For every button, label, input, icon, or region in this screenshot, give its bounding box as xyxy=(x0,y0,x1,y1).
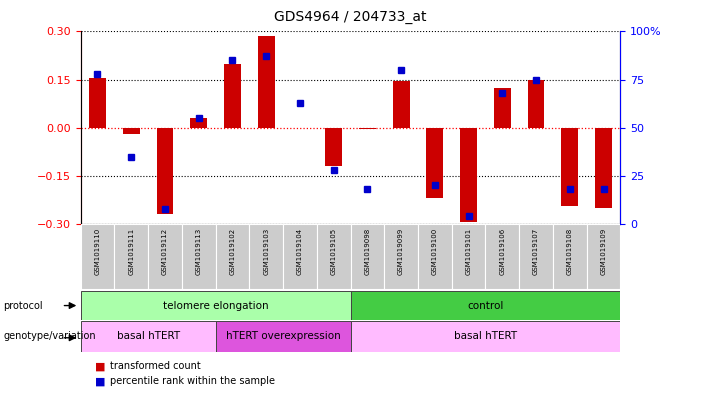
Bar xyxy=(595,128,612,208)
Bar xyxy=(553,224,587,289)
Text: GSM1019098: GSM1019098 xyxy=(365,228,370,275)
Bar xyxy=(216,321,350,352)
Text: hTERT overexpression: hTERT overexpression xyxy=(226,331,341,342)
Bar xyxy=(156,128,173,215)
Bar xyxy=(224,64,241,128)
Text: ■: ■ xyxy=(95,361,105,371)
Text: GSM1019113: GSM1019113 xyxy=(196,228,202,275)
Bar xyxy=(283,224,317,289)
Text: control: control xyxy=(468,301,503,310)
Bar xyxy=(216,224,250,289)
Text: percentile rank within the sample: percentile rank within the sample xyxy=(110,376,275,386)
Text: GSM1019099: GSM1019099 xyxy=(398,228,404,275)
Bar xyxy=(587,224,620,289)
Text: GSM1019107: GSM1019107 xyxy=(533,228,539,275)
Bar xyxy=(325,128,342,166)
Text: GSM1019108: GSM1019108 xyxy=(567,228,573,275)
Text: GDS4964 / 204733_at: GDS4964 / 204733_at xyxy=(274,10,427,24)
Bar xyxy=(562,128,578,206)
Text: GSM1019112: GSM1019112 xyxy=(162,228,168,275)
Text: basal hTERT: basal hTERT xyxy=(454,331,517,342)
Text: GSM1019103: GSM1019103 xyxy=(263,228,269,275)
Text: GSM1019109: GSM1019109 xyxy=(601,228,606,275)
Text: GSM1019100: GSM1019100 xyxy=(432,228,438,275)
Bar xyxy=(350,291,620,320)
Bar xyxy=(123,128,139,134)
Bar xyxy=(384,224,418,289)
Text: transformed count: transformed count xyxy=(110,361,200,371)
Bar xyxy=(393,81,409,128)
Bar xyxy=(317,224,350,289)
Text: basal hTERT: basal hTERT xyxy=(116,331,179,342)
Bar xyxy=(81,291,350,320)
Text: ■: ■ xyxy=(95,376,105,386)
Text: GSM1019101: GSM1019101 xyxy=(465,228,472,275)
Text: GSM1019104: GSM1019104 xyxy=(297,228,303,275)
Bar xyxy=(426,128,443,198)
Bar xyxy=(258,36,275,128)
Bar xyxy=(359,128,376,129)
Text: GSM1019106: GSM1019106 xyxy=(499,228,505,275)
Bar xyxy=(89,78,106,128)
Text: GSM1019102: GSM1019102 xyxy=(229,228,236,275)
Bar xyxy=(485,224,519,289)
Bar xyxy=(528,79,545,128)
Bar xyxy=(190,118,207,128)
Bar xyxy=(451,224,485,289)
Bar xyxy=(418,224,451,289)
Bar xyxy=(460,128,477,222)
Bar xyxy=(114,224,148,289)
Bar xyxy=(494,88,511,128)
Bar xyxy=(148,224,182,289)
Bar xyxy=(81,224,114,289)
Bar xyxy=(250,224,283,289)
Text: GSM1019105: GSM1019105 xyxy=(331,228,336,275)
Bar xyxy=(182,224,216,289)
Text: telomere elongation: telomere elongation xyxy=(163,301,268,310)
Text: protocol: protocol xyxy=(4,301,43,311)
Text: GSM1019111: GSM1019111 xyxy=(128,228,134,275)
Text: GSM1019110: GSM1019110 xyxy=(95,228,100,275)
Bar xyxy=(519,224,553,289)
Bar xyxy=(81,321,216,352)
Bar xyxy=(350,321,620,352)
Text: genotype/variation: genotype/variation xyxy=(4,331,96,342)
Bar xyxy=(350,224,384,289)
